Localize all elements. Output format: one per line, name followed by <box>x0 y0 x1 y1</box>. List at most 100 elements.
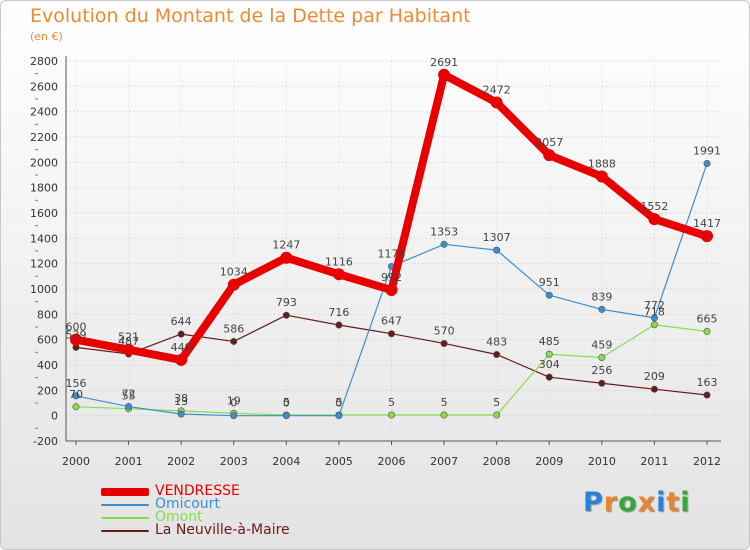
data-label: 5 <box>283 396 290 409</box>
data-label: 586 <box>223 322 244 335</box>
data-label: 70 <box>69 388 83 401</box>
y-tick-label: 2600 <box>30 80 58 93</box>
data-point <box>440 411 448 419</box>
data-label: 440 <box>171 341 192 354</box>
data-point <box>650 385 658 393</box>
data-label: 0 <box>230 397 237 410</box>
data-label: 1417 <box>693 217 721 230</box>
data-label: 718 <box>644 306 665 319</box>
data-label: 0 <box>335 397 342 410</box>
chart-title: Evolution du Montant de la Dette par Hab… <box>30 5 471 27</box>
data-label: 951 <box>539 276 560 289</box>
data-point <box>545 291 553 299</box>
y-tick-label: 0 <box>51 410 58 423</box>
legend-label: Omicourt <box>155 496 220 512</box>
data-point <box>387 411 395 419</box>
data-point <box>648 213 661 226</box>
legend-swatch <box>101 504 149 506</box>
data-label: 992 <box>381 271 402 284</box>
logo-letter: P <box>583 487 604 518</box>
data-label: 1307 <box>483 231 511 244</box>
legend-swatch <box>101 517 149 519</box>
data-label: 793 <box>276 296 297 309</box>
chart-subtitle: (en €) <box>30 30 63 43</box>
data-label: 2472 <box>483 84 511 97</box>
data-label: 5 <box>441 396 448 409</box>
data-point <box>385 284 398 297</box>
axes: -200020040060080010001200140016001800200… <box>30 55 721 468</box>
logo-letter: o <box>618 487 638 518</box>
data-label: 5 <box>493 396 500 409</box>
data-point <box>177 410 185 418</box>
data-label: 209 <box>644 370 665 383</box>
y-tick-label: 1800 <box>30 182 58 195</box>
data-label: 163 <box>697 376 718 389</box>
data-point <box>438 68 451 81</box>
y-tick-label: 600 <box>37 334 58 347</box>
data-point <box>703 159 711 167</box>
data-point <box>701 230 713 243</box>
data-label: 716 <box>328 306 349 319</box>
data-point <box>543 149 556 162</box>
data-point <box>175 353 188 366</box>
x-tick-label: 2002 <box>167 455 195 468</box>
data-point <box>230 412 238 420</box>
data-point <box>545 350 553 358</box>
x-tick-label: 2000 <box>62 455 90 468</box>
data-label: 647 <box>381 315 402 328</box>
proxiti-logo: Proxiti <box>583 487 691 518</box>
data-label: 2691 <box>430 56 458 69</box>
data-label: 1353 <box>430 225 458 238</box>
data-point <box>72 403 80 411</box>
data-point <box>280 251 293 264</box>
x-tick-label: 2007 <box>430 455 458 468</box>
data-point <box>282 311 290 319</box>
data-label: 644 <box>171 315 192 328</box>
data-label: 0 <box>283 397 290 410</box>
legend-swatch <box>101 530 149 532</box>
data-label: 570 <box>434 324 455 337</box>
data-point <box>545 373 553 381</box>
data-point <box>493 246 501 254</box>
data-point <box>493 350 501 358</box>
data-label: 483 <box>486 335 507 348</box>
data-point <box>335 321 343 329</box>
data-label: 665 <box>697 312 718 325</box>
data-point <box>440 240 448 248</box>
data-label: 72 <box>122 388 136 401</box>
x-tick-label: 2004 <box>272 455 300 468</box>
data-label: 539 <box>66 328 87 341</box>
y-tick-label: 2400 <box>30 106 58 119</box>
data-point <box>598 379 606 387</box>
data-point <box>493 411 501 419</box>
data-label: 487 <box>118 335 139 348</box>
logo-letter: x <box>637 487 657 518</box>
y-tick-label: 400 <box>37 359 58 372</box>
data-point <box>177 330 185 338</box>
data-point <box>598 354 606 362</box>
data-label: 1991 <box>693 144 721 157</box>
data-label: 1552 <box>640 200 668 213</box>
data-point <box>440 339 448 347</box>
x-tick-label: 2012 <box>693 455 721 468</box>
y-tick-label: 2200 <box>30 131 58 144</box>
y-tick-label: 2800 <box>30 55 58 68</box>
data-point <box>703 327 711 335</box>
y-tick-label: 1400 <box>30 232 58 245</box>
data-point <box>122 343 135 356</box>
data-label: 1034 <box>220 266 248 279</box>
x-tick-label: 2001 <box>115 455 143 468</box>
data-point <box>490 96 503 109</box>
data-label: 256 <box>591 364 612 377</box>
x-tick-label: 2011 <box>640 455 668 468</box>
y-tick-label: 800 <box>37 308 58 321</box>
y-tick-label: 1600 <box>30 207 58 220</box>
data-point <box>72 392 80 400</box>
data-label: 1247 <box>272 239 300 252</box>
data-label: 38 <box>174 392 188 405</box>
data-point <box>650 314 658 322</box>
data-point <box>230 337 238 345</box>
y-tick-label: 1000 <box>30 283 58 296</box>
data-label: 5 <box>335 396 342 409</box>
